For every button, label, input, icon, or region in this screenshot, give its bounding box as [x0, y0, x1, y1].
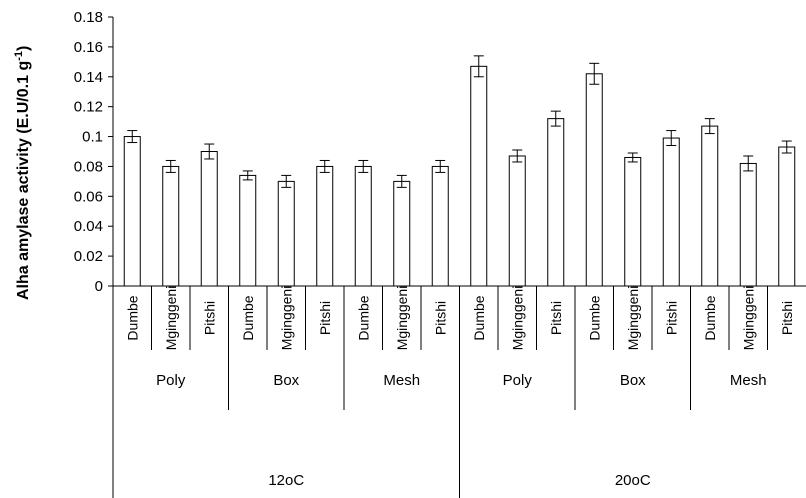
y-axis-title-superscript: -1	[13, 51, 25, 61]
bar	[354, 165, 372, 287]
y-tick-label: 0.18	[74, 9, 103, 26]
x-category-label: Dumbe	[702, 295, 718, 340]
x-category-label: Pitshi	[432, 301, 448, 335]
bar	[778, 146, 796, 287]
bar	[624, 156, 642, 287]
x-group-label: Mesh	[730, 372, 767, 389]
y-tick-label: 0.02	[74, 248, 103, 265]
bar	[239, 174, 257, 287]
x-category-label: Mginggeni	[163, 286, 179, 351]
bar	[701, 125, 719, 287]
x-group-label: Box	[620, 372, 646, 389]
x-category-label: Pitshi	[548, 301, 564, 335]
bar	[431, 165, 449, 287]
x-level-label: 20oC	[615, 472, 651, 489]
x-group-label: Poly	[156, 372, 186, 389]
bar	[508, 155, 526, 287]
x-level-label: 12oC	[268, 472, 304, 489]
bar	[123, 136, 141, 287]
x-category-label: Pitshi	[779, 301, 795, 335]
x-category-label: Dumbe	[586, 295, 602, 340]
x-category-label: Dumbe	[355, 295, 371, 340]
x-group-label: Mesh	[383, 372, 420, 389]
y-tick-label: 0.1	[82, 129, 103, 146]
x-category-label: Mginggeni	[509, 286, 525, 351]
x-category-label: Mginggeni	[278, 286, 294, 351]
bar	[662, 137, 680, 287]
x-category-label: Dumbe	[124, 295, 140, 340]
bar	[470, 65, 488, 287]
y-axis-title-tail: )	[15, 46, 32, 51]
y-tick-label: 0.14	[74, 69, 103, 86]
bar	[393, 180, 411, 287]
y-axis-title: Alha amylase activity (E.U/0.1 g-1)	[13, 46, 32, 300]
y-tick-label: 0.04	[74, 218, 103, 235]
x-category-label: Mginggeni	[625, 286, 641, 351]
y-axis-title-main: Alha amylase activity (E.U/0.1 g	[15, 61, 32, 300]
x-category-label: Mginggeni	[740, 286, 756, 351]
x-category-label: Pitshi	[201, 301, 217, 335]
x-category-label: Dumbe	[240, 295, 256, 340]
x-group-label: Box	[273, 372, 299, 389]
x-category-label: Dumbe	[471, 295, 487, 340]
bar	[316, 165, 334, 287]
x-group-label: Poly	[503, 372, 533, 389]
y-tick-label: 0.06	[74, 188, 103, 205]
bar-series	[123, 65, 796, 287]
y-axis: 0 0.02 0.04 0.06 0.08 0.1 0.12 0.14 0.16 0.18	[74, 9, 114, 295]
y-tick-label: 0.16	[74, 39, 103, 56]
bar	[277, 180, 295, 287]
y-tick-label: 0	[95, 278, 103, 295]
bar	[739, 162, 757, 287]
x-axis: Dumbe Mginggeni Pitshi Poly Dumbe Mginggeni Pi…	[112, 285, 806, 498]
bar	[547, 118, 565, 287]
bar	[585, 73, 603, 287]
x-category-label: Mginggeni	[394, 286, 410, 351]
bar	[162, 165, 180, 287]
bar	[200, 151, 218, 287]
x-category-label: Pitshi	[317, 301, 333, 335]
error-bars	[127, 55, 792, 188]
x-category-label: Pitshi	[663, 301, 679, 335]
y-tick-label: 0.08	[74, 158, 103, 175]
y-tick-label: 0.12	[74, 99, 103, 116]
